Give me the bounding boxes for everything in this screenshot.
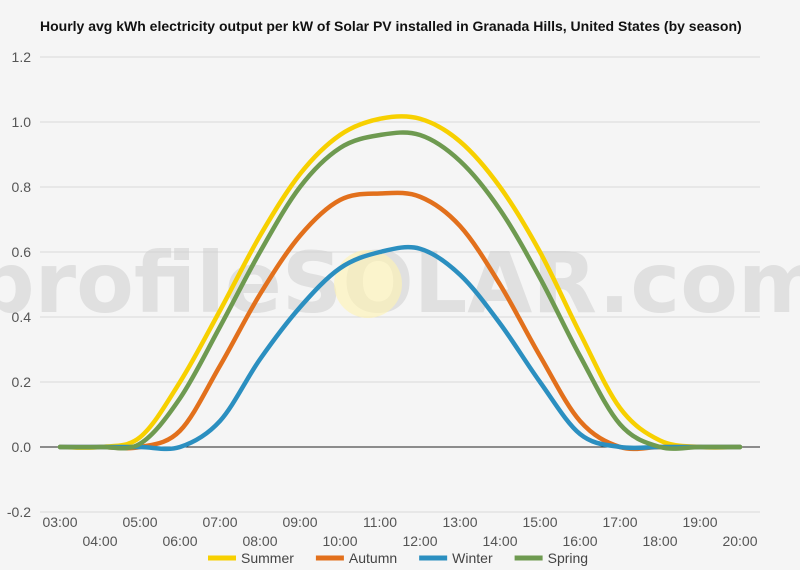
legend: Summer Autumn Winter Spring xyxy=(208,550,588,566)
y-tick-label: 1.2 xyxy=(12,49,32,65)
x-tick-label: 12:00 xyxy=(402,533,437,549)
x-tick-label: 11:00 xyxy=(363,514,397,530)
legend-item-summer: Summer xyxy=(208,550,294,566)
x-tick-label: 04:00 xyxy=(82,533,117,549)
x-tick-label: 17:00 xyxy=(602,514,637,530)
y-tick-label: -0.2 xyxy=(7,504,31,520)
x-tick-label: 20:00 xyxy=(722,533,757,549)
series-lines xyxy=(57,114,743,452)
y-tick-label: 0.8 xyxy=(12,179,32,195)
y-tick-label: 0.2 xyxy=(12,374,32,390)
y-tick-label: 0.4 xyxy=(12,309,32,325)
y-tick-label: 0.0 xyxy=(12,439,32,455)
y-axis-ticks: -0.2 0.0 0.2 0.4 0.6 0.8 1.0 1.2 xyxy=(7,49,31,520)
x-tick-label: 15:00 xyxy=(522,514,557,530)
x-tick-label: 14:00 xyxy=(482,533,517,549)
legend-label: Summer xyxy=(241,550,294,566)
x-tick-label: 06:00 xyxy=(162,533,197,549)
series-line-spring xyxy=(57,130,743,451)
x-tick-label: 08:00 xyxy=(242,533,277,549)
x-tick-label: 07:00 xyxy=(202,514,237,530)
x-axis-ticks: 03:00 04:00 05:00 06:00 07:00 08:00 09:00 10:00… xyxy=(42,514,757,549)
series-line-summer xyxy=(57,114,743,450)
x-tick-label: 09:00 xyxy=(282,514,317,530)
x-tick-label: 05:00 xyxy=(122,514,157,530)
legend-item-spring: Spring xyxy=(514,550,588,566)
x-tick-label: 13:00 xyxy=(442,514,477,530)
x-tick-label: 10:00 xyxy=(322,533,357,549)
x-tick-label: 16:00 xyxy=(562,533,597,549)
legend-label: Autumn xyxy=(349,550,397,566)
series-line-winter xyxy=(57,244,743,452)
legend-item-winter: Winter xyxy=(419,550,493,566)
legend-label: Spring xyxy=(548,550,588,566)
watermark-sun xyxy=(334,250,402,318)
legend-item-autumn: Autumn xyxy=(315,550,397,566)
legend-label: Winter xyxy=(452,550,493,566)
x-tick-label: 18:00 xyxy=(642,533,677,549)
chart-title: Hourly avg kWh electricity output per kW… xyxy=(40,18,742,34)
x-tick-label: 03:00 xyxy=(42,514,77,530)
x-tick-label: 19:00 xyxy=(682,514,717,530)
y-tick-label: 1.0 xyxy=(12,114,32,130)
y-tick-label: 0.6 xyxy=(12,244,32,260)
